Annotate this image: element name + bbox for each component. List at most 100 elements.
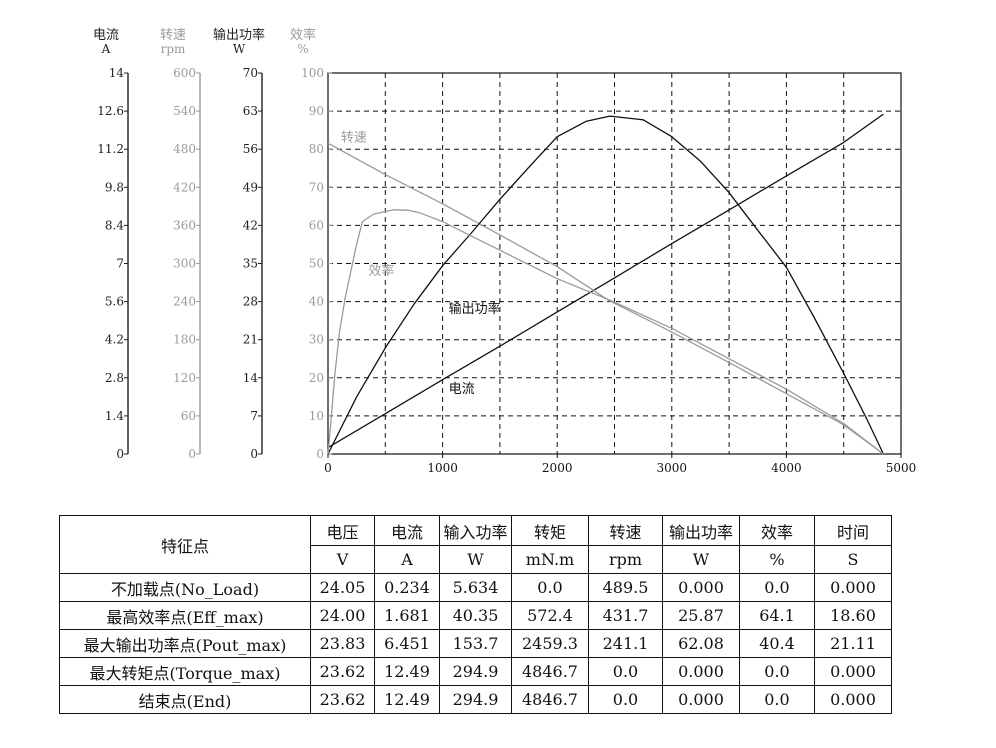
table-cell: 12.49 xyxy=(374,685,440,714)
speed-tick-label: 60 xyxy=(181,409,196,423)
speed-tick-label: 360 xyxy=(173,218,196,232)
efficiency-tick-label: 30 xyxy=(309,333,324,347)
table-cell: 431.7 xyxy=(588,601,663,630)
speed-tick-label: 0 xyxy=(188,447,196,461)
power-tick-label: 42 xyxy=(243,218,258,232)
column-header: 效率 xyxy=(739,515,815,546)
table-cell: 24.00 xyxy=(310,601,375,630)
table-cell: 0.000 xyxy=(662,573,740,602)
power-tick-label: 0 xyxy=(250,447,258,461)
table-cell: 5.634 xyxy=(439,573,512,602)
efficiency-tick-label: 80 xyxy=(309,142,324,156)
efficiency-axis-title: 效率 xyxy=(290,27,316,43)
column-unit: mN.m xyxy=(511,545,589,574)
efficiency-curve-label: 效率 xyxy=(368,263,394,279)
table-cell: 294.9 xyxy=(439,685,512,714)
speed-tick-label: 600 xyxy=(173,66,196,80)
table-cell: 40.35 xyxy=(439,601,512,630)
power-tick-label: 63 xyxy=(243,104,258,118)
table-cell: 6.451 xyxy=(374,629,440,658)
motor-performance-chart: 电流A01.42.84.25.678.49.811.212.614转速rpm06… xyxy=(93,27,917,475)
table-cell: 1.681 xyxy=(374,601,440,630)
table-cell: 4846.7 xyxy=(511,685,589,714)
table-cell: 12.49 xyxy=(374,657,440,686)
x-tick-label: 5000 xyxy=(886,461,917,475)
table-cell: 23.62 xyxy=(310,685,375,714)
column-unit: V xyxy=(310,545,375,574)
x-tick-label: 2000 xyxy=(542,461,573,475)
column-header: 电压 xyxy=(310,515,375,546)
current-tick-label: 11.2 xyxy=(97,142,124,156)
table-cell: 153.7 xyxy=(439,629,512,658)
current-tick-label: 8.4 xyxy=(105,218,124,232)
efficiency-tick-label: 50 xyxy=(309,257,324,271)
efficiency-tick-label: 100 xyxy=(301,66,324,80)
row-label: 不加载点(No_Load) xyxy=(59,573,311,602)
speed-tick-label: 420 xyxy=(173,180,196,194)
current-tick-label: 2.8 xyxy=(105,371,124,385)
efficiency-tick-label: 40 xyxy=(309,295,324,309)
column-unit: W xyxy=(662,545,740,574)
row-label: 结束点(End) xyxy=(59,685,311,714)
table-cell: 572.4 xyxy=(511,601,589,630)
efficiency-tick-label: 20 xyxy=(309,371,324,385)
efficiency-tick-label: 0 xyxy=(316,447,324,461)
table-cell: 0.0 xyxy=(511,573,589,602)
table-cell: 489.5 xyxy=(588,573,663,602)
table-cell: 0.000 xyxy=(662,685,740,714)
x-tick-label: 1000 xyxy=(427,461,458,475)
column-unit: A xyxy=(374,545,440,574)
current-tick-label: 7 xyxy=(116,257,124,271)
column-header: 输入功率 xyxy=(439,515,512,546)
current-tick-label: 14 xyxy=(109,66,125,80)
speed-tick-label: 120 xyxy=(173,371,196,385)
table-cell: 4846.7 xyxy=(511,657,589,686)
column-header: 转速 xyxy=(588,515,663,546)
table-cell: 294.9 xyxy=(439,657,512,686)
current-tick-label: 5.6 xyxy=(105,295,124,309)
column-header: 转矩 xyxy=(511,515,589,546)
column-header: 电流 xyxy=(374,515,440,546)
power-tick-label: 49 xyxy=(243,180,258,194)
power-tick-label: 70 xyxy=(243,66,258,80)
current-axis-title: 电流 xyxy=(93,28,119,43)
efficiency-tick-label: 70 xyxy=(309,180,324,194)
table-row: 最大输出功率点(Pout_max) 23.83 6.451 153.7 2459.3 24… xyxy=(59,629,892,658)
table-cell: 0.000 xyxy=(814,685,892,714)
x-tick-label: 3000 xyxy=(657,461,688,475)
table-cell: 0.0 xyxy=(588,657,663,686)
table-cell: 0.234 xyxy=(374,573,440,602)
table-row: 最高效率点(Eff_max) 24.00 1.681 40.35 572.4 431.7 2… xyxy=(59,601,892,630)
power-tick-label: 35 xyxy=(243,257,258,271)
efficiency-curve xyxy=(327,209,884,455)
table-cell: 0.0 xyxy=(739,657,815,686)
efficiency-tick-label: 60 xyxy=(309,218,324,232)
power-tick-label: 14 xyxy=(243,371,259,385)
column-unit: rpm xyxy=(588,545,663,574)
column-unit: W xyxy=(439,545,512,574)
power-tick-label: 21 xyxy=(243,333,258,347)
speed-tick-label: 180 xyxy=(173,333,196,347)
row-label: 最大输出功率点(Pout_max) xyxy=(59,629,311,658)
row-label: 最高效率点(Eff_max) xyxy=(59,601,311,630)
power-tick-label: 28 xyxy=(243,295,258,309)
table-cell: 64.1 xyxy=(739,601,815,630)
column-unit: S xyxy=(814,545,892,574)
table-cell: 40.4 xyxy=(739,629,815,658)
row-label: 最大转矩点(Torque_max) xyxy=(59,657,311,686)
current-curve xyxy=(327,113,884,449)
speed-tick-label: 480 xyxy=(173,142,196,156)
table-corner-label: 特征点 xyxy=(59,515,311,574)
speed-tick-label: 240 xyxy=(173,295,196,309)
current-tick-label: 4.2 xyxy=(105,333,124,347)
power-tick-label: 56 xyxy=(243,142,258,156)
power-axis-title: 输出功率 xyxy=(213,27,265,43)
speed-tick-label: 300 xyxy=(173,257,196,271)
table-cell: 25.87 xyxy=(662,601,740,630)
table-cell: 23.83 xyxy=(310,629,375,658)
table-cell: 0.000 xyxy=(662,657,740,686)
table-cell: 0.0 xyxy=(739,685,815,714)
table-row: 不加载点(No_Load) 24.05 0.234 5.634 0.0 489.5 0.00… xyxy=(59,573,892,602)
speed-curve xyxy=(327,142,884,455)
